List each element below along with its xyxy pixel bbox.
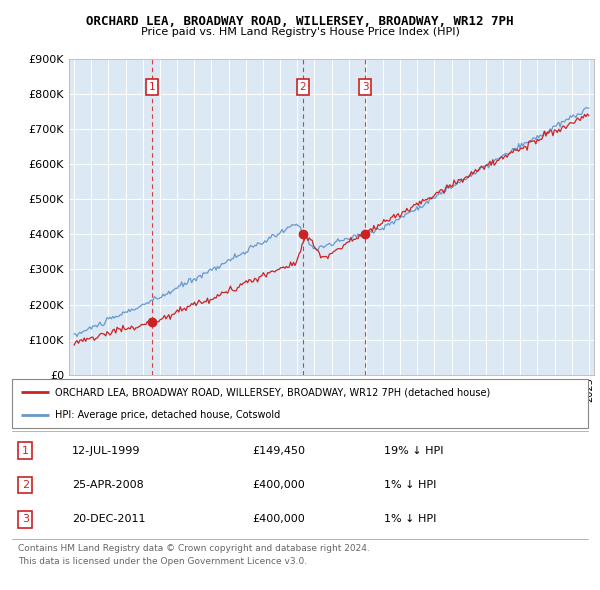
Text: 3: 3 xyxy=(362,82,368,92)
Text: 1: 1 xyxy=(149,82,155,92)
Text: £400,000: £400,000 xyxy=(252,480,305,490)
Text: 12-JUL-1999: 12-JUL-1999 xyxy=(72,446,140,455)
Text: ORCHARD LEA, BROADWAY ROAD, WILLERSEY, BROADWAY, WR12 7PH: ORCHARD LEA, BROADWAY ROAD, WILLERSEY, B… xyxy=(86,15,514,28)
Text: 20-DEC-2011: 20-DEC-2011 xyxy=(72,514,146,524)
Text: 1: 1 xyxy=(22,446,29,455)
Text: 3: 3 xyxy=(22,514,29,524)
Text: This data is licensed under the Open Government Licence v3.0.: This data is licensed under the Open Gov… xyxy=(18,557,307,566)
Text: 1% ↓ HPI: 1% ↓ HPI xyxy=(384,514,436,524)
Text: 1% ↓ HPI: 1% ↓ HPI xyxy=(384,480,436,490)
Text: 19% ↓ HPI: 19% ↓ HPI xyxy=(384,446,443,455)
Text: 2: 2 xyxy=(22,480,29,490)
Text: Price paid vs. HM Land Registry's House Price Index (HPI): Price paid vs. HM Land Registry's House … xyxy=(140,27,460,37)
Text: 2: 2 xyxy=(299,82,306,92)
Text: Contains HM Land Registry data © Crown copyright and database right 2024.: Contains HM Land Registry data © Crown c… xyxy=(18,544,370,553)
Text: ORCHARD LEA, BROADWAY ROAD, WILLERSEY, BROADWAY, WR12 7PH (detached house): ORCHARD LEA, BROADWAY ROAD, WILLERSEY, B… xyxy=(55,387,490,397)
Text: 25-APR-2008: 25-APR-2008 xyxy=(72,480,144,490)
Text: HPI: Average price, detached house, Cotswold: HPI: Average price, detached house, Cots… xyxy=(55,409,280,419)
Text: £149,450: £149,450 xyxy=(252,446,305,455)
Text: £400,000: £400,000 xyxy=(252,514,305,524)
